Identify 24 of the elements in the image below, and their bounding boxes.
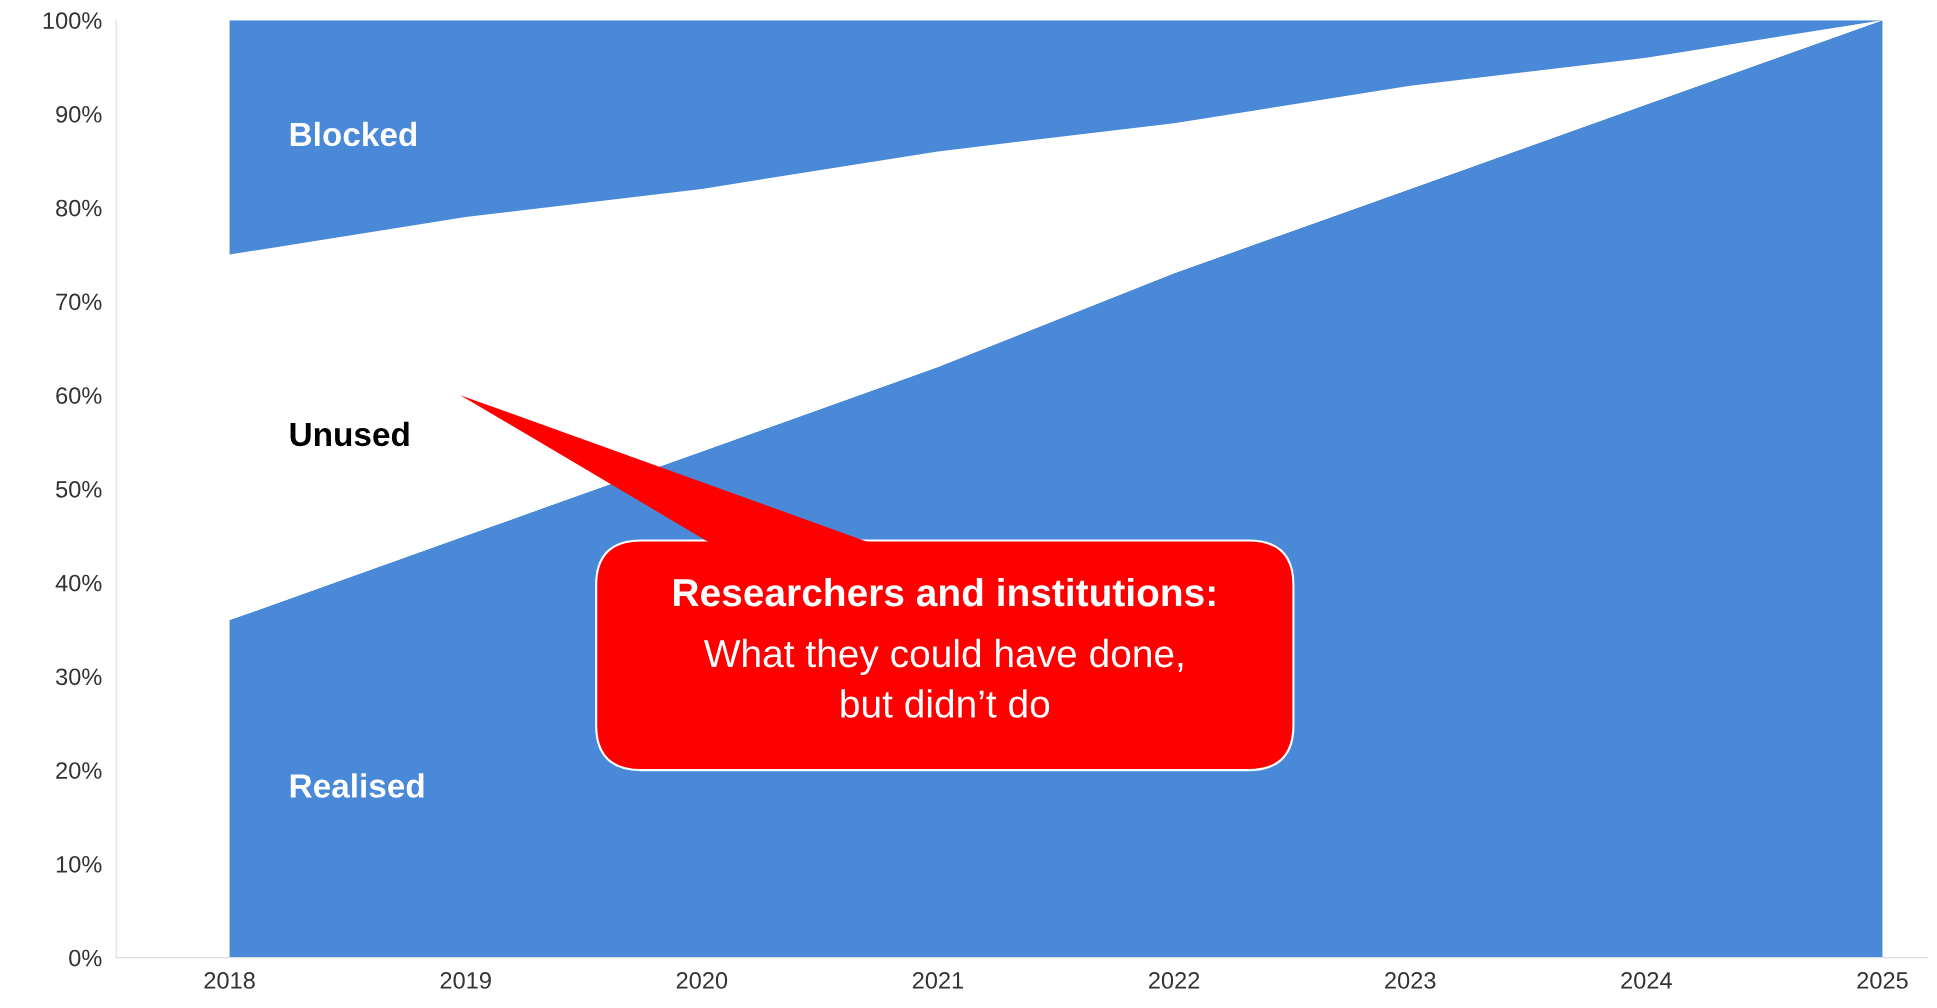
series-label: Blocked (290, 121, 417, 147)
y-tick-label: 40% (55, 574, 102, 592)
x-tick-label: 2018 (204, 972, 255, 989)
y-tick-label: 0% (69, 949, 102, 967)
y-tick-label: 60% (56, 387, 102, 404)
y-tick-label: 70% (56, 293, 102, 311)
series-label: Realised (290, 773, 424, 798)
y-tick-label: 30% (55, 668, 102, 686)
y-tick-label: 100% (43, 12, 102, 29)
x-tick-label: 2019 (440, 972, 491, 989)
annotation: Researchers and institutions: (674, 577, 1215, 607)
y-tick-label: 20% (56, 762, 102, 779)
y-tick-label: 10% (56, 855, 102, 873)
x-tick-label: 2020 (676, 972, 728, 989)
annotation: What they could have done, but didn’t do (703, 638, 1183, 718)
y-tick-label: 80% (56, 199, 102, 217)
x-tick-label: 2021 (912, 972, 964, 989)
y-tick-label: 90% (56, 105, 102, 123)
x-tick-label: 2024 (1621, 972, 1672, 989)
x-tick-label: 2022 (1149, 972, 1200, 989)
y-tick-label: 50% (56, 480, 102, 498)
x-tick-label: 2025 (1857, 972, 1908, 989)
series-label: Unused (290, 421, 409, 447)
x-tick-label: 2023 (1385, 972, 1436, 989)
